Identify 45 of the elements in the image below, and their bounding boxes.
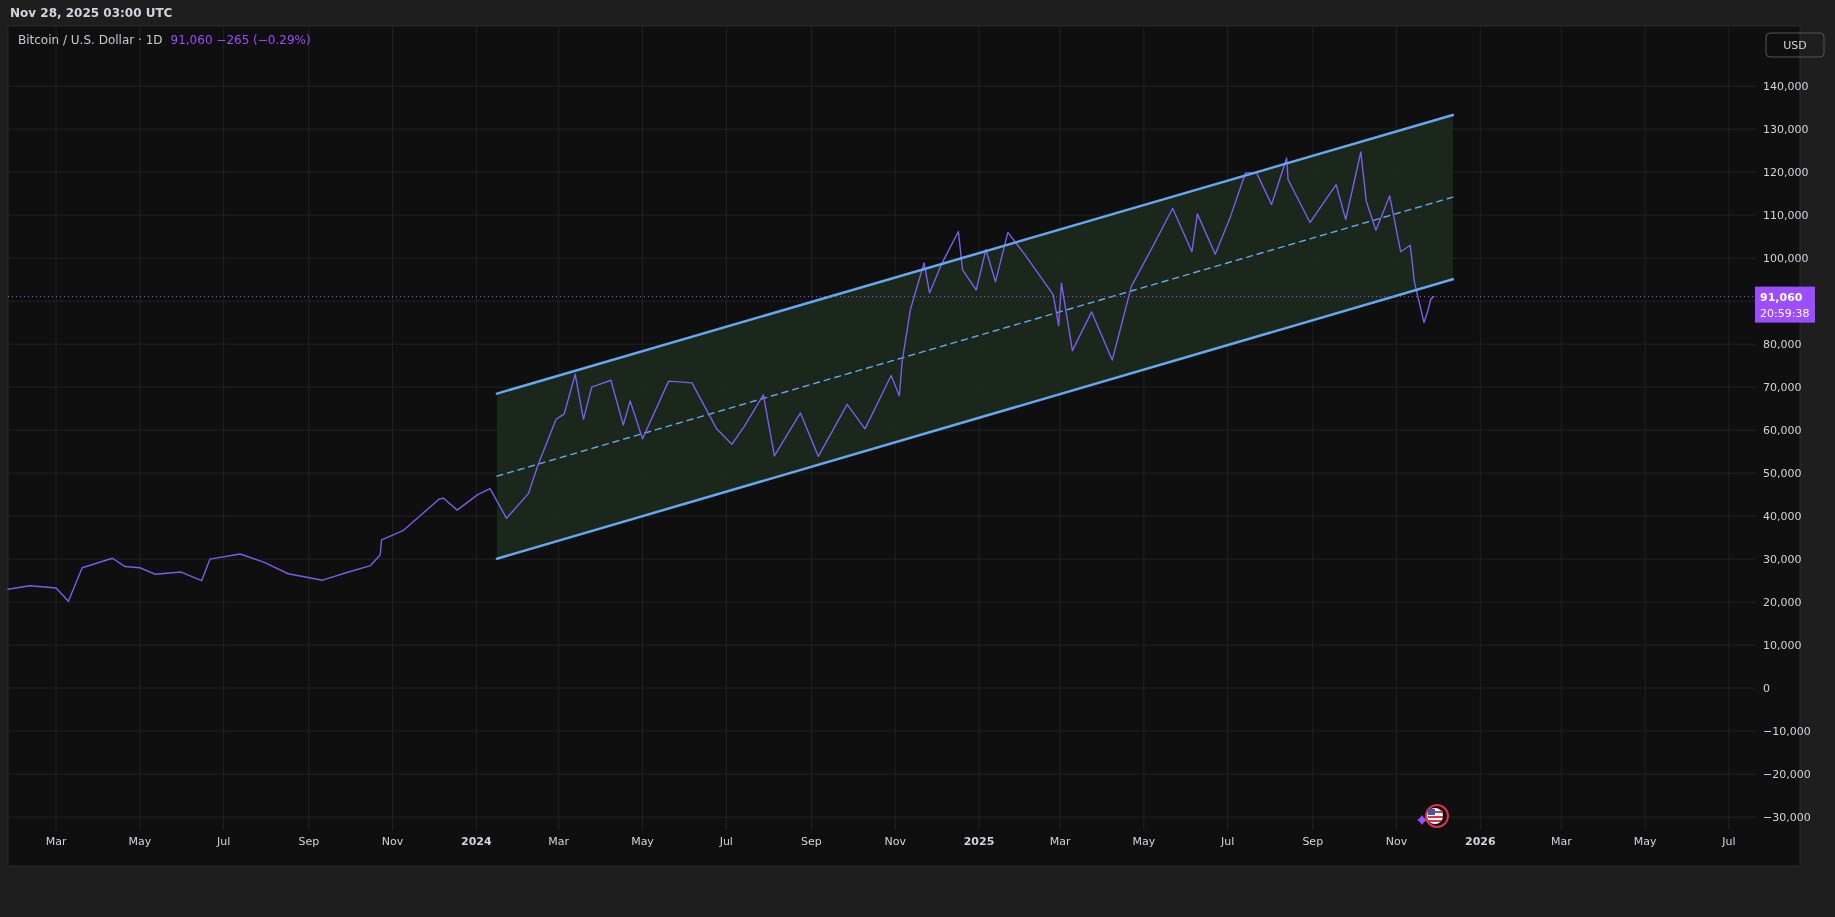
x-tick-label: Jul (215, 835, 231, 848)
y-tick-label: 120,000 (1763, 166, 1809, 180)
y-tick-label: 40,000 (1763, 510, 1802, 524)
text: USD (1783, 39, 1807, 52)
x-tick-label: Nov (1385, 835, 1408, 848)
y-tick-label: 110,000 (1763, 209, 1809, 223)
text: 20:59:38 (1760, 306, 1810, 320)
x-tick-label: Nov (884, 835, 907, 848)
y-tick-label: 30,000 (1763, 553, 1802, 567)
y-tick-label: 60,000 (1763, 424, 1802, 438)
x-tick-label: Mar (1049, 835, 1071, 848)
y-tick-label: 80,000 (1763, 338, 1802, 352)
x-tick-label: 2024 (461, 835, 492, 848)
text: 91,060 −265 (−0.29%) (170, 33, 311, 47)
x-tick-label: May (128, 835, 152, 848)
y-tick-label: 0 (1763, 682, 1770, 696)
x-tick-label: Jul (1219, 835, 1235, 848)
x-tick-label: Mar (548, 835, 570, 848)
x-tick-label: Jul (1721, 835, 1736, 848)
x-tick-label: May (1132, 835, 1156, 848)
x-tick-label: Sep (1302, 835, 1324, 848)
ref-line-label: 91,060 (1760, 290, 1803, 304)
x-tick-label: May (631, 835, 655, 848)
x-tick-label: Sep (298, 835, 320, 848)
x-tick-label: 2025 (963, 835, 995, 848)
y-tick-label: −20,000 (1763, 768, 1811, 782)
y-tick-label: −10,000 (1763, 725, 1811, 739)
y-tick-label: −30,000 (1763, 811, 1811, 825)
text: Nov 28, 2025 03:00 UTC (10, 6, 173, 20)
y-tick-label: 130,000 (1763, 123, 1809, 137)
x-tick-label: Mar (1550, 835, 1573, 848)
y-tick-label: 70,000 (1763, 381, 1802, 395)
x-tick-label: 2026 (1465, 835, 1496, 848)
y-tick-label: 50,000 (1763, 467, 1802, 481)
text: Bitcoin / U.S. Dollar · 1D (18, 33, 163, 47)
y-tick-label: 10,000 (1763, 639, 1802, 653)
y-tick-label: 140,000 (1763, 80, 1809, 94)
y-tick-label: 20,000 (1763, 596, 1802, 610)
x-tick-label: Mar (45, 835, 67, 848)
x-tick-label: Sep (801, 835, 822, 848)
x-tick-label: Nov (381, 835, 404, 848)
x-tick-label: May (1633, 835, 1657, 848)
line-series (7, 151, 1435, 602)
y-tick-label: 100,000 (1763, 252, 1809, 266)
x-tick-label: Jul (718, 835, 733, 848)
